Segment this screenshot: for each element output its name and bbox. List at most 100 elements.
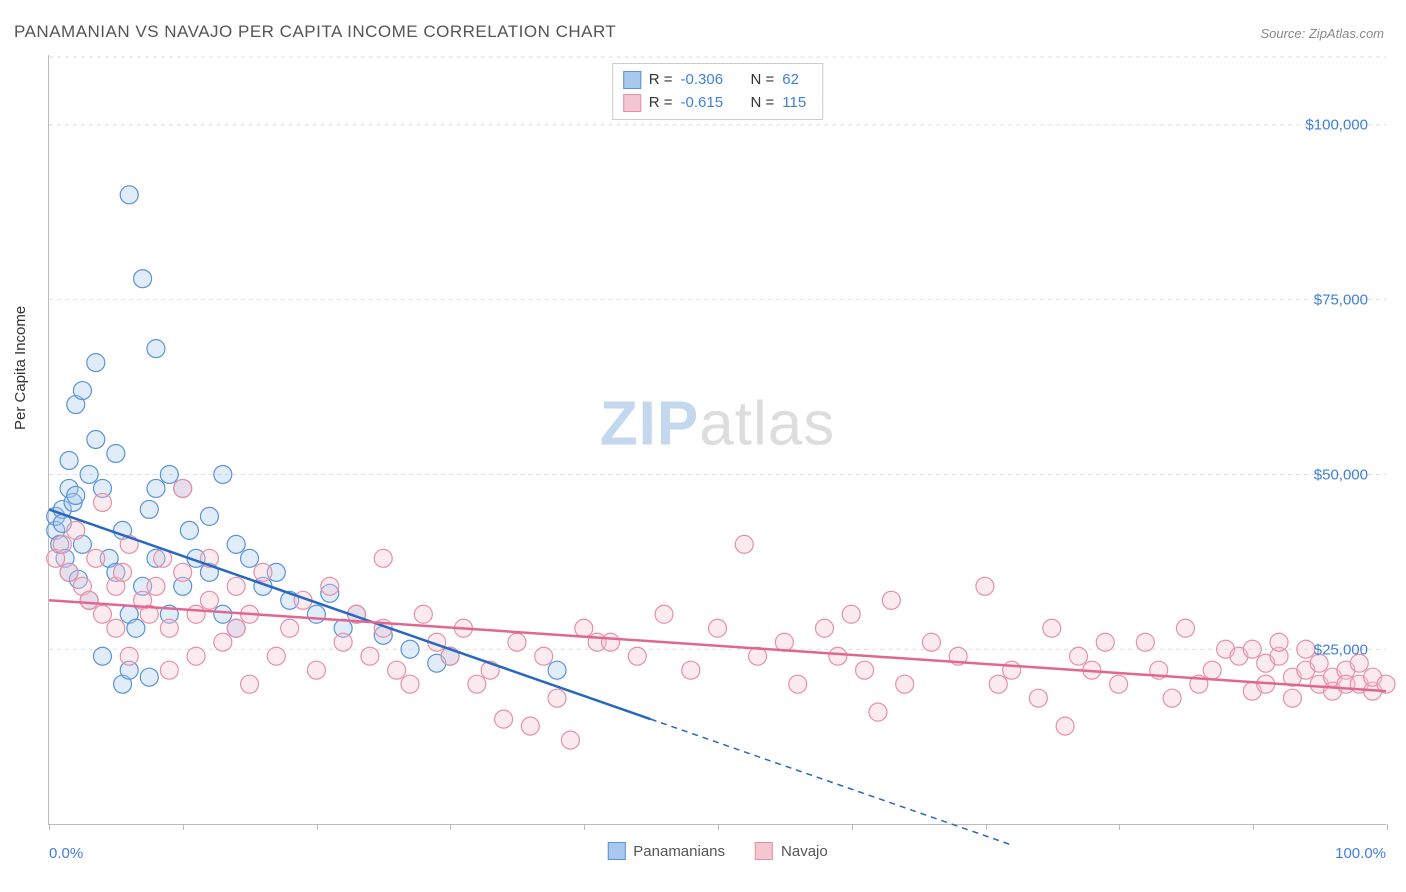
data-point — [147, 479, 165, 497]
data-point — [174, 563, 192, 581]
data-point — [321, 577, 339, 595]
data-point — [120, 647, 138, 665]
data-point — [561, 731, 579, 749]
data-point — [160, 619, 178, 637]
data-point — [241, 549, 259, 567]
data-point — [1096, 633, 1114, 651]
data-point — [976, 577, 994, 595]
data-point — [93, 493, 111, 511]
stats-row-panamanians: R = -0.306 N = 62 — [623, 69, 813, 92]
data-point — [1043, 619, 1061, 637]
data-point — [1203, 661, 1221, 679]
data-point — [87, 549, 105, 567]
data-point — [922, 633, 940, 651]
data-point — [735, 535, 753, 553]
data-point — [361, 647, 379, 665]
stats-row-navajo: R = -0.615 N = 115 — [623, 92, 813, 115]
legend-item-navajo: Navajo — [755, 842, 828, 860]
data-point — [1163, 689, 1181, 707]
data-point — [628, 647, 646, 665]
ytick-label: $100,000 — [1305, 117, 1368, 134]
data-point — [200, 591, 218, 609]
data-point — [495, 710, 513, 728]
data-point — [60, 563, 78, 581]
data-point — [388, 661, 406, 679]
data-point — [107, 619, 125, 637]
xtick-mark — [317, 824, 318, 830]
data-point — [73, 382, 91, 400]
xtick-mark — [1119, 824, 1120, 830]
chart-title: PANAMANIAN VS NAVAJO PER CAPITA INCOME C… — [14, 22, 616, 42]
data-point — [53, 535, 71, 553]
data-point — [134, 270, 152, 288]
xtick-mark — [852, 824, 853, 830]
xtick-mark — [718, 824, 719, 830]
data-point — [1136, 633, 1154, 651]
data-point — [80, 465, 98, 483]
data-point — [214, 465, 232, 483]
data-point — [1110, 675, 1128, 693]
chart-container: PANAMANIAN VS NAVAJO PER CAPITA INCOME C… — [0, 0, 1406, 892]
legend-swatch-navajo — [755, 842, 773, 860]
data-point — [548, 689, 566, 707]
data-point — [93, 647, 111, 665]
data-point — [174, 479, 192, 497]
data-point — [789, 675, 807, 693]
bottom-legend: Panamanians Navajo — [607, 842, 827, 860]
swatch-panamanians — [623, 71, 641, 89]
data-point — [1069, 647, 1087, 665]
plot-area: ZIPatlas $25,000$50,000$75,000$100,000 R… — [48, 55, 1386, 825]
legend-label-navajo: Navajo — [781, 843, 828, 860]
n-value-navajo: 115 — [782, 92, 812, 115]
data-point — [107, 444, 125, 462]
trend-line-extrapolated — [651, 719, 1012, 845]
n-value-panamanians: 62 — [782, 69, 812, 92]
data-point — [869, 703, 887, 721]
data-point — [842, 605, 860, 623]
data-point — [180, 521, 198, 539]
data-point — [214, 605, 232, 623]
r-value-navajo: -0.615 — [681, 92, 731, 115]
ytick-label: $25,000 — [1314, 642, 1368, 659]
legend-swatch-panamanians — [607, 842, 625, 860]
data-point — [67, 521, 85, 539]
data-point — [80, 591, 98, 609]
data-point — [140, 500, 158, 518]
data-point — [896, 675, 914, 693]
data-point — [1283, 689, 1301, 707]
data-point — [187, 605, 205, 623]
data-point — [147, 340, 165, 358]
legend-item-panamanians: Panamanians — [607, 842, 725, 860]
xtick-mark — [1387, 824, 1388, 830]
data-point — [1270, 633, 1288, 651]
data-point — [147, 577, 165, 595]
data-point — [1029, 689, 1047, 707]
data-point — [227, 577, 245, 595]
data-point — [989, 675, 1007, 693]
xtick-mark — [1253, 824, 1254, 830]
data-point — [160, 465, 178, 483]
ytick-label: $75,000 — [1314, 292, 1368, 309]
data-point — [1056, 717, 1074, 735]
data-point — [882, 591, 900, 609]
data-point — [856, 661, 874, 679]
data-point — [401, 675, 419, 693]
xtick-mark — [584, 824, 585, 830]
stats-legend: R = -0.306 N = 62 R = -0.615 N = 115 — [612, 63, 824, 120]
data-point — [120, 186, 138, 204]
xtick-mark — [183, 824, 184, 830]
data-point — [374, 549, 392, 567]
data-point — [214, 633, 232, 651]
data-point — [160, 661, 178, 679]
data-point — [535, 647, 553, 665]
data-point — [1243, 640, 1261, 658]
data-point — [67, 486, 85, 504]
data-point — [114, 563, 132, 581]
xtick-label-max: 100.0% — [1335, 845, 1386, 862]
data-point — [1297, 640, 1315, 658]
xtick-mark — [986, 824, 987, 830]
xtick-label-min: 0.0% — [49, 845, 83, 862]
data-point — [602, 633, 620, 651]
data-point — [548, 661, 566, 679]
data-point — [655, 605, 673, 623]
